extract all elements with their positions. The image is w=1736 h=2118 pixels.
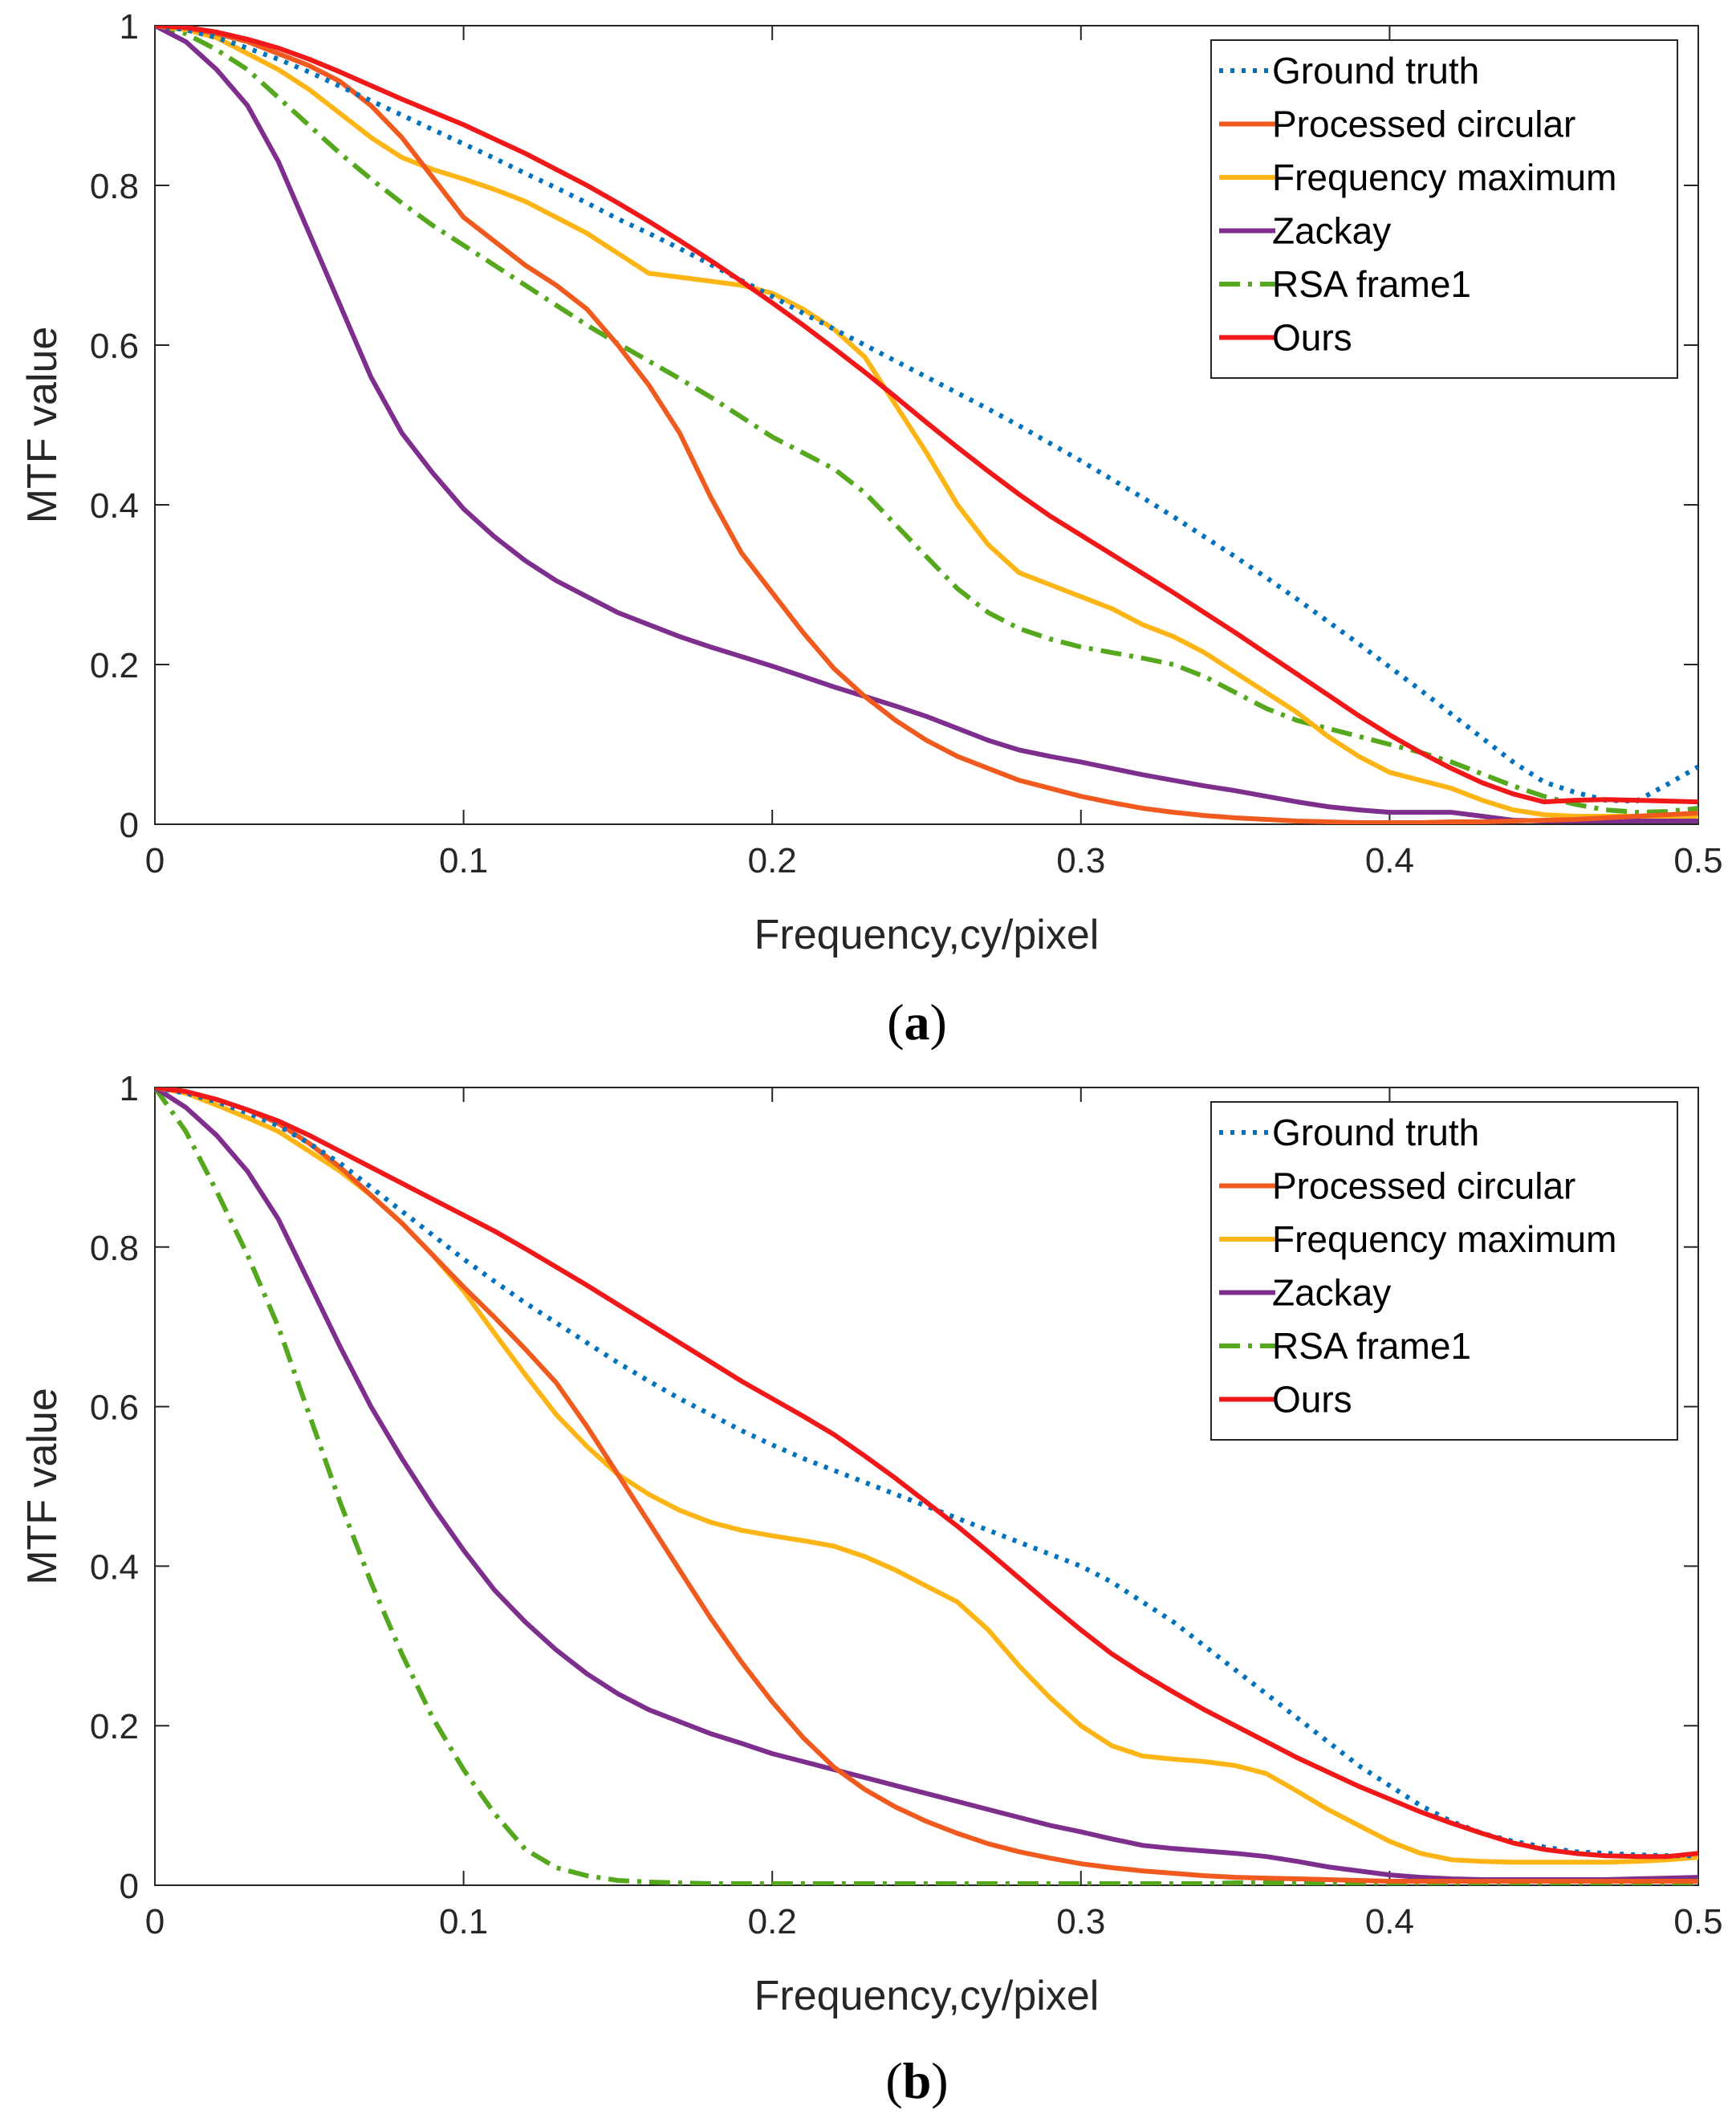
legend-label: Processed circular [1272,1165,1575,1207]
series-line-ground-truth [155,1087,1698,1859]
y-axis-title: MTF value [19,327,66,524]
x-tick-label: 0.1 [439,841,488,880]
legend: Ground truth Processed circular Frequency … [1210,39,1678,379]
panel-label-letter: b [903,2052,932,2109]
panel-label-open-paren: ( [887,994,904,1051]
y-tick-label: 0.6 [90,1388,139,1428]
x-tick-label: 0.5 [1673,1902,1722,1941]
x-tick-label: 0.2 [748,841,797,880]
x-tick-label: 0 [145,1902,165,1941]
x-tick-label: 0.3 [1056,1902,1105,1941]
legend-label: Zackay [1272,210,1391,252]
series-lines [155,1087,1698,1885]
x-axis-title: Frequency,cy/pixel [754,1973,1100,2019]
x-tick-label: 0.3 [1056,841,1105,880]
y-tick-label: 1 [120,7,139,47]
legend-label: Ground truth [1272,1112,1479,1153]
legend-box [1210,1101,1678,1441]
legend-label: RSA frame1 [1272,1325,1471,1367]
x-tick-label: 0.5 [1673,841,1722,880]
x-tick-label: 0.4 [1365,841,1414,880]
y-tick-label: 0.6 [90,327,139,366]
series-line-zackay [155,26,1698,823]
panel-a-chart: 0 0.1 0.2 0.3 0.4 0.5 0 0.2 0.4 0.6 0.8 1 Frequency,… [19,7,1723,1051]
legend-label: Frequency maximum [1272,1218,1616,1260]
x-axis-title: Frequency,cy/pixel [754,912,1100,958]
y-tick-label: 0.4 [90,1547,139,1587]
y-tick-label: 0.8 [90,1229,139,1268]
panel-label-close-paren: ) [930,994,947,1051]
y-tick-label: 0.2 [90,1707,139,1746]
series-line-rsa-frame1 [155,26,1698,815]
panel-label-close-paren: ) [931,2052,948,2109]
series-line-ours [155,26,1698,805]
panel-label-open-paren: ( [885,2052,902,2109]
legend-label: Ground truth [1272,50,1479,91]
legend-label: Ours [1272,317,1352,359]
legend-label: RSA frame1 [1272,263,1471,305]
series-line-processed-circular [155,26,1698,824]
x-tick-label: 0 [145,841,165,880]
series-line-ground-truth [155,26,1698,804]
y-tick-label: 0.2 [90,646,139,685]
x-tick-label: 0.1 [439,1902,488,1941]
y-axis-title: MTF value [19,1388,66,1585]
y-tick-label: 0.4 [90,486,139,526]
legend-label: Frequency maximum [1272,157,1616,198]
y-tick-label: 0.8 [90,167,139,206]
legend-label: Processed circular [1272,104,1575,145]
panel-label: (b) [885,2052,948,2109]
series-line-frequency-maximum [155,26,1698,819]
panel-label-letter: a [905,994,930,1051]
series-line-processed-circular [155,1087,1698,1884]
y-tick-label: 0 [120,1867,139,1906]
x-tick-label: 0.4 [1365,1902,1414,1941]
x-tick-label: 0.2 [748,1902,797,1941]
legend-label: Ours [1272,1379,1352,1421]
series-lines [155,26,1698,824]
panel-label: (a) [887,994,947,1051]
legend-label: Zackay [1272,1272,1391,1314]
panel-b-chart: 0 0.1 0.2 0.3 0.4 0.5 0 0.2 0.4 0.6 0.8 1 Frequency,… [19,1069,1723,2109]
legend-box [1210,39,1678,379]
y-tick-label: 0 [120,806,139,845]
series-line-zackay [155,1087,1698,1882]
y-tick-label: 1 [120,1069,139,1108]
legend: Ground truth Processed circular Frequency … [1210,1101,1678,1441]
series-line-ours [155,1087,1698,1860]
